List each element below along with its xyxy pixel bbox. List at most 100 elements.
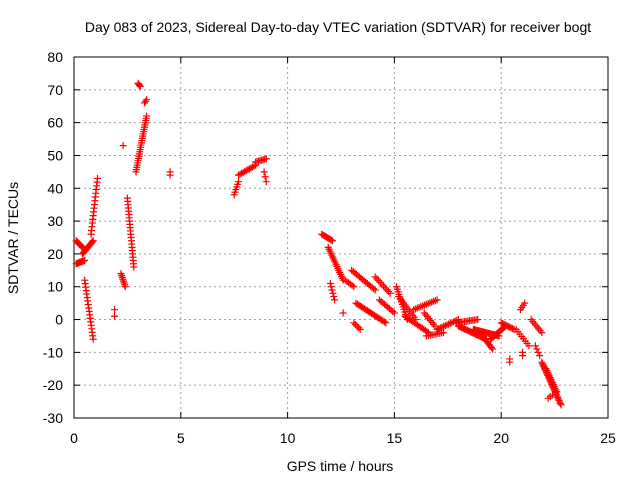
data-point bbox=[386, 289, 394, 297]
data-point bbox=[538, 358, 546, 366]
data-point bbox=[390, 309, 398, 317]
data-point bbox=[78, 243, 86, 251]
data-point bbox=[353, 322, 361, 330]
y-tick-label: 10 bbox=[47, 279, 63, 295]
y-tick-label: -20 bbox=[43, 377, 63, 393]
x-tick-label: 5 bbox=[177, 430, 185, 446]
chart-title: Day 083 of 2023, Sidereal Day-to-day VTE… bbox=[85, 19, 591, 35]
y-tick-label: 40 bbox=[47, 180, 63, 196]
data-point bbox=[521, 299, 529, 307]
data-point bbox=[350, 283, 358, 291]
data-point bbox=[371, 286, 379, 294]
data-point bbox=[373, 275, 381, 283]
data-point bbox=[262, 155, 270, 163]
y-tick-label: 30 bbox=[47, 213, 63, 229]
data-point bbox=[384, 287, 392, 295]
y-tick-label: 80 bbox=[47, 49, 63, 65]
data-point bbox=[443, 321, 451, 329]
data-point bbox=[380, 318, 388, 326]
data-point bbox=[88, 238, 96, 246]
data-point bbox=[557, 401, 565, 409]
data-point bbox=[130, 263, 138, 271]
data-point bbox=[348, 281, 356, 289]
data-point bbox=[111, 312, 119, 320]
data-point bbox=[381, 284, 389, 292]
data-point bbox=[531, 342, 539, 350]
data-point bbox=[93, 174, 101, 182]
x-tick-label: 0 bbox=[70, 430, 78, 446]
data-point bbox=[538, 329, 546, 337]
y-tick-label: 50 bbox=[47, 147, 63, 163]
data-point bbox=[374, 277, 382, 285]
data-point bbox=[506, 358, 514, 366]
data-point bbox=[487, 344, 495, 352]
y-tick-label: 20 bbox=[47, 246, 63, 262]
data-point bbox=[441, 322, 449, 330]
data-point bbox=[326, 279, 334, 287]
data-points bbox=[72, 79, 565, 409]
data-point bbox=[143, 96, 151, 104]
data-point bbox=[433, 296, 441, 304]
data-point bbox=[330, 293, 338, 301]
plot-frame bbox=[73, 56, 609, 419]
data-point bbox=[536, 352, 544, 360]
x-axis-label: GPS time / hours bbox=[287, 458, 394, 474]
data-point bbox=[538, 360, 546, 368]
data-point bbox=[553, 388, 561, 396]
data-point bbox=[446, 319, 454, 327]
data-point bbox=[89, 335, 97, 343]
data-point bbox=[556, 398, 564, 406]
x-tick-label: 15 bbox=[387, 430, 403, 446]
data-point bbox=[533, 345, 541, 353]
data-point bbox=[136, 81, 144, 89]
data-point bbox=[143, 112, 151, 120]
data-point bbox=[371, 273, 379, 281]
x-tick-label: 10 bbox=[280, 430, 296, 446]
gridlines bbox=[74, 57, 608, 418]
axis-ticks bbox=[73, 56, 609, 419]
data-point bbox=[376, 278, 384, 286]
data-point bbox=[440, 329, 448, 337]
data-point bbox=[555, 396, 563, 404]
data-point bbox=[260, 168, 268, 176]
x-tick-label: 20 bbox=[493, 430, 509, 446]
data-point bbox=[111, 306, 119, 314]
y-tick-label: -10 bbox=[43, 344, 63, 360]
data-point bbox=[81, 256, 89, 264]
data-point bbox=[119, 142, 127, 150]
data-point bbox=[351, 320, 359, 328]
data-point bbox=[331, 296, 339, 304]
data-point bbox=[435, 325, 443, 333]
data-point bbox=[525, 342, 533, 350]
data-point bbox=[509, 325, 517, 333]
data-point bbox=[89, 237, 97, 245]
y-tick-label: -30 bbox=[43, 410, 63, 426]
data-point bbox=[389, 308, 397, 316]
data-point bbox=[327, 236, 335, 244]
data-point bbox=[438, 323, 446, 331]
y-axis-label: SDTVAR / TECUs bbox=[5, 182, 21, 294]
data-point bbox=[539, 361, 547, 369]
data-point bbox=[519, 348, 527, 356]
data-point bbox=[328, 237, 336, 245]
data-point bbox=[328, 286, 336, 294]
data-point bbox=[489, 345, 497, 353]
data-point bbox=[548, 391, 556, 399]
data-point bbox=[121, 283, 129, 291]
x-tick-label: 25 bbox=[600, 430, 616, 446]
y-tick-label: 70 bbox=[47, 82, 63, 98]
data-point bbox=[339, 309, 347, 317]
data-point bbox=[436, 324, 444, 332]
data-point bbox=[433, 325, 441, 333]
data-point bbox=[379, 282, 387, 290]
data-point bbox=[329, 289, 337, 297]
data-point bbox=[234, 178, 242, 186]
data-point bbox=[440, 322, 448, 330]
data-point bbox=[556, 399, 564, 407]
data-point bbox=[445, 320, 453, 328]
data-point bbox=[534, 348, 542, 356]
data-point bbox=[250, 162, 258, 170]
y-tick-label: 60 bbox=[47, 115, 63, 131]
data-point bbox=[142, 97, 150, 105]
